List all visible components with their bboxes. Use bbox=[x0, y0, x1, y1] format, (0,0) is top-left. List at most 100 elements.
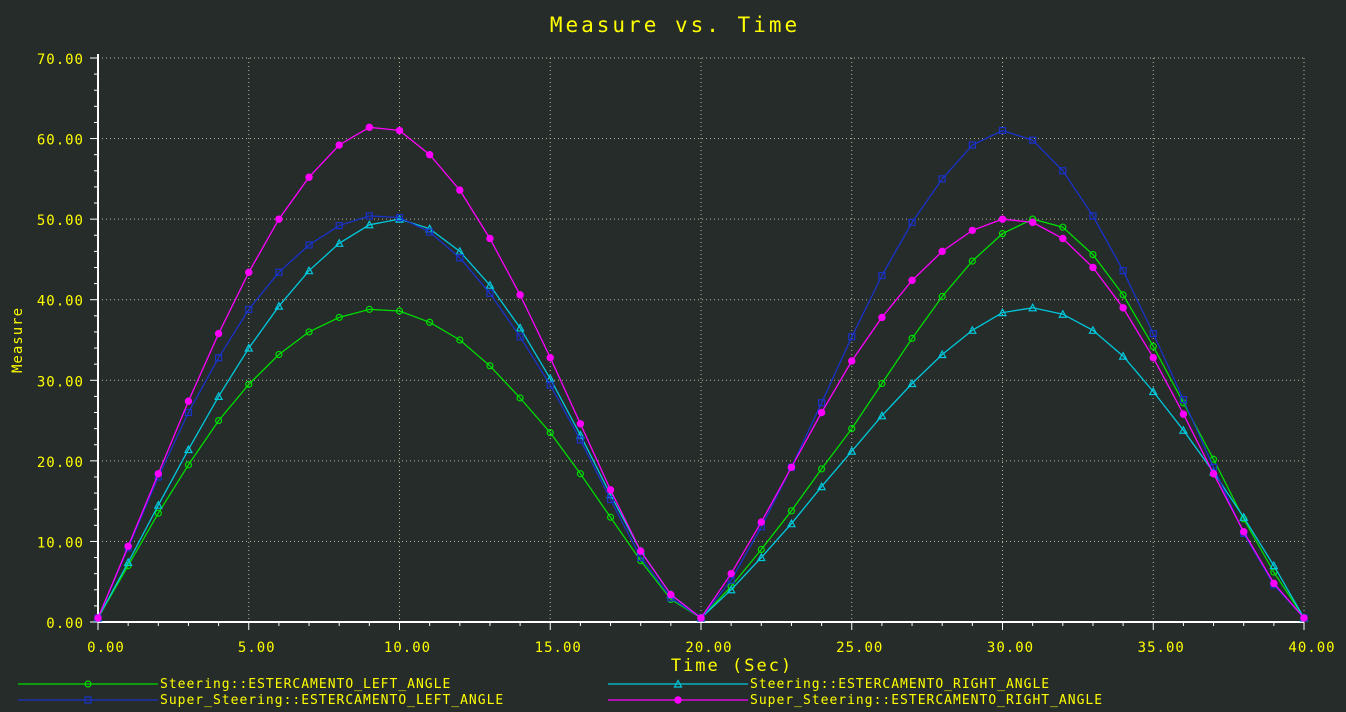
data-point bbox=[998, 215, 1007, 223]
data-point bbox=[968, 226, 977, 235]
data-point bbox=[908, 276, 916, 285]
y-tick-label: 0.00 bbox=[46, 616, 84, 632]
data-point bbox=[546, 381, 554, 389]
x-tick-label: 40.00 bbox=[1288, 640, 1335, 656]
data-point bbox=[1059, 167, 1067, 175]
chart-title: Measure vs. Time bbox=[550, 13, 800, 37]
data-point bbox=[575, 430, 585, 439]
data-point bbox=[184, 408, 193, 417]
grid bbox=[98, 57, 1305, 622]
axes: 0.00 10.00 20.00 30.00 40.00 50.00 60.00 70.00 0… bbox=[37, 52, 1335, 656]
x-tick-label: 5.00 bbox=[238, 640, 276, 656]
data-point bbox=[938, 292, 946, 301]
data-point bbox=[1058, 309, 1068, 318]
data-point bbox=[365, 123, 374, 131]
data-point bbox=[907, 378, 917, 388]
data-point bbox=[1149, 354, 1157, 362]
legend-entry: Super_Steering::ESTERCAMENTO_LEFT_ANGLE bbox=[18, 693, 504, 708]
legend-label: Super_Steering::ESTERCAMENTO_RIGHT_ANGLE bbox=[750, 693, 1103, 708]
data-point bbox=[998, 230, 1007, 238]
data-point bbox=[1028, 303, 1038, 312]
data-point bbox=[335, 221, 343, 230]
data-point bbox=[1028, 218, 1037, 227]
data-point bbox=[305, 241, 313, 249]
y-tick-label: 30.00 bbox=[37, 374, 84, 390]
data-point bbox=[697, 614, 705, 622]
data-point bbox=[335, 141, 343, 149]
y-tick-label: 40.00 bbox=[37, 294, 84, 310]
series-4 bbox=[94, 123, 1308, 622]
data-point bbox=[786, 518, 796, 528]
data-point bbox=[787, 463, 796, 472]
data-point bbox=[757, 518, 765, 526]
data-point bbox=[938, 247, 946, 256]
data-point bbox=[756, 552, 766, 562]
series-lines bbox=[93, 123, 1309, 622]
data-point bbox=[606, 495, 615, 504]
x-tick-label: 15.00 bbox=[535, 640, 582, 656]
data-point bbox=[245, 305, 253, 313]
legend-marker bbox=[673, 679, 683, 688]
data-point bbox=[938, 175, 946, 183]
data-point bbox=[997, 307, 1008, 317]
data-point bbox=[1089, 263, 1097, 272]
data-point bbox=[395, 213, 404, 222]
data-point bbox=[968, 257, 976, 265]
data-point bbox=[334, 238, 344, 247]
data-point bbox=[1149, 342, 1157, 351]
data-point bbox=[154, 509, 162, 517]
data-point bbox=[184, 461, 193, 469]
legend-entry: Super_Steering::ESTERCAMENTO_RIGHT_ANGLE bbox=[608, 693, 1103, 708]
data-point bbox=[486, 234, 494, 243]
legend: Steering::ESTERCAMENTO_LEFT_ANGLE Steerin… bbox=[18, 677, 1103, 708]
data-point bbox=[757, 545, 765, 554]
data-point bbox=[817, 465, 826, 473]
data-point bbox=[848, 357, 856, 365]
y-axis-label: Measure bbox=[10, 307, 26, 373]
data-point bbox=[1209, 470, 1218, 478]
data-point bbox=[848, 333, 856, 341]
data-point bbox=[1089, 250, 1097, 259]
data-point bbox=[515, 323, 525, 332]
data-point bbox=[908, 218, 916, 226]
data-point bbox=[94, 614, 102, 622]
data-point bbox=[817, 481, 827, 491]
data-point bbox=[1179, 396, 1188, 404]
data-point bbox=[516, 333, 524, 341]
data-point bbox=[606, 513, 615, 521]
data-point bbox=[425, 150, 434, 159]
data-point bbox=[1300, 614, 1308, 622]
data-point bbox=[727, 569, 735, 578]
data-point bbox=[1270, 579, 1278, 588]
data-point bbox=[576, 436, 585, 444]
data-point bbox=[304, 265, 314, 275]
data-point bbox=[968, 141, 976, 149]
data-point bbox=[1088, 325, 1098, 334]
data-point bbox=[124, 542, 132, 550]
x-tick-label: 25.00 bbox=[836, 640, 883, 656]
data-point bbox=[305, 173, 313, 181]
data-point bbox=[1179, 410, 1188, 418]
data-point bbox=[305, 328, 313, 336]
data-point bbox=[153, 500, 163, 509]
x-tick-label: 35.00 bbox=[1138, 640, 1185, 656]
data-point bbox=[214, 391, 224, 400]
legend-label: Super_Steering::ESTERCAMENTO_LEFT_ANGLE bbox=[160, 693, 504, 708]
data-point bbox=[275, 350, 283, 359]
data-point bbox=[1059, 223, 1067, 231]
data-point bbox=[275, 215, 283, 223]
data-point bbox=[1178, 425, 1188, 434]
data-point bbox=[245, 380, 253, 388]
x-tick-label: 20.00 bbox=[685, 640, 732, 656]
data-point bbox=[967, 325, 977, 334]
data-point bbox=[485, 280, 495, 289]
data-point bbox=[426, 318, 434, 326]
data-point bbox=[937, 349, 947, 359]
data-point bbox=[184, 397, 193, 405]
data-point bbox=[456, 186, 464, 194]
data-point bbox=[456, 254, 464, 262]
data-point bbox=[817, 399, 826, 407]
y-tick-label: 50.00 bbox=[37, 213, 84, 229]
y-tick-label: 70.00 bbox=[37, 52, 84, 68]
